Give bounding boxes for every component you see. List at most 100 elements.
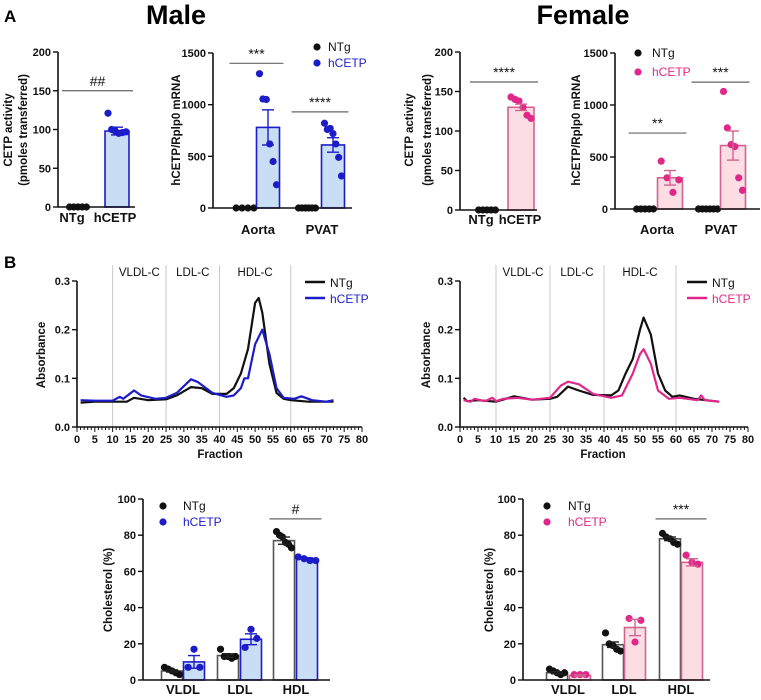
- error-bar: [664, 536, 676, 542]
- bar-hCETP: [507, 106, 535, 211]
- y-tick-label: 20: [124, 639, 136, 651]
- y-tick-label: 150: [435, 87, 453, 99]
- data-point: [601, 629, 610, 637]
- x-tick-label: NTg: [59, 210, 84, 225]
- error-bar: [686, 558, 698, 567]
- significance-label: #: [292, 501, 300, 517]
- y-tick-label: 150: [33, 86, 51, 98]
- x-tick-label: PVAT: [705, 222, 738, 237]
- legend-label: NTg: [568, 499, 591, 513]
- x-axis-label: Fraction: [580, 449, 625, 461]
- x-tick-label: 25: [544, 434, 556, 446]
- y-tick-label: 0.0: [55, 422, 70, 434]
- y-tick-label: 1000: [182, 100, 206, 112]
- legend-label: hCETP: [652, 65, 691, 79]
- x-tick-label: Aorta: [640, 222, 675, 237]
- x-tick-label: 50: [249, 434, 261, 446]
- significance-label: ***: [673, 501, 690, 517]
- data-point: [694, 560, 702, 568]
- data-point: [196, 663, 204, 671]
- y-tick-label: 0.2: [438, 325, 453, 337]
- y-tick-label: 0: [447, 205, 453, 217]
- x-tick-label: hCETP: [499, 212, 542, 227]
- y-axis-label: Cholesterol (%): [484, 548, 496, 633]
- y-axis-label: CETP activity: [404, 93, 416, 167]
- y-tick-label: 100: [498, 494, 516, 506]
- data-point: [337, 172, 346, 180]
- legend-label: hCETP: [328, 56, 367, 70]
- error-bar: [166, 669, 178, 673]
- data-point: [682, 551, 690, 559]
- data-point: [723, 124, 731, 132]
- data-point: [719, 87, 728, 96]
- x-tick-label: 75: [338, 434, 350, 446]
- y-tick-label: 0: [602, 204, 608, 216]
- y-tick-label: 100: [435, 126, 453, 138]
- y-tick-label: 1500: [182, 48, 206, 60]
- y-tick-label: 0.1: [438, 373, 453, 385]
- y-tick-label: 80: [504, 530, 516, 542]
- x-tick-label: 55: [267, 434, 279, 446]
- data-point: [312, 556, 320, 565]
- x-tick-label: 5: [475, 434, 481, 446]
- x-tick-label: 65: [688, 434, 700, 446]
- data-point: [329, 130, 337, 138]
- y-tick-label: 0.0: [438, 422, 453, 434]
- x-tick-label: 80: [356, 434, 368, 446]
- y-tick-label: 0: [45, 202, 51, 214]
- legend-marker: [634, 49, 642, 57]
- data-point: [515, 97, 523, 105]
- legend-label: NTg: [328, 40, 351, 54]
- y-axis-label: (pmoles transferred): [18, 74, 30, 186]
- male-cholesterol-chart: 0 20 40 60 80 100 VLDL LDL HDL Cholesterol (%) # NT…: [103, 494, 330, 697]
- y-tick-label: 40: [504, 603, 516, 615]
- error-bar: [301, 557, 313, 561]
- error-bar: [574, 674, 586, 677]
- region-label: LDL-C: [176, 267, 209, 279]
- error-bar: [262, 109, 274, 146]
- data-point: [231, 652, 240, 661]
- significance-label: **: [652, 115, 663, 131]
- x-tick-label: 35: [196, 434, 208, 446]
- data-point: [669, 188, 677, 196]
- x-tick-label: 50: [634, 434, 646, 446]
- data-point: [269, 157, 277, 166]
- y-tick-label: 0: [510, 675, 516, 687]
- legend-label: NTg: [183, 499, 206, 513]
- legend-label: hCETP: [183, 515, 222, 529]
- error-bar: [245, 633, 257, 646]
- y-axis-label: (pmoles transferred): [422, 74, 434, 186]
- data-point: [175, 670, 184, 679]
- bar-NTg: [658, 538, 682, 681]
- data-point: [255, 70, 264, 78]
- data-point: [616, 647, 625, 655]
- male-fplc-chart: VLDL-C LDL-C HDL-C NTg hCETP 0 5 10 15 20 25 30 35 40…: [36, 265, 369, 461]
- female-cholesterol-chart: 0 20 40 60 80 100 VLDL LDL HDL Cholesterol (%) ***…: [484, 494, 710, 697]
- x-tick-label: PVAT: [306, 222, 339, 237]
- y-axis-label: Absorbance: [421, 322, 433, 388]
- data-point: [306, 556, 314, 565]
- legend-marker: [543, 502, 551, 510]
- legend-marker: [159, 502, 167, 510]
- y-tick-label: 80: [124, 530, 136, 542]
- y-axis-label: Cholesterol (%): [103, 548, 115, 633]
- data-point: [300, 555, 308, 563]
- data-point: [190, 645, 198, 653]
- y-tick-label: 0.3: [55, 276, 70, 288]
- x-tick-label: 15: [508, 434, 520, 446]
- error-bar: [188, 654, 200, 669]
- data-point: [735, 174, 743, 182]
- x-tick-label: 60: [670, 434, 682, 446]
- y-tick-label: 100: [118, 494, 136, 506]
- legend-marker: [634, 68, 642, 76]
- x-tick-label: 75: [724, 434, 736, 446]
- data-point: [247, 625, 255, 633]
- x-tick-label: 0: [457, 434, 463, 446]
- y-tick-label: 0: [200, 203, 206, 215]
- x-tick-label: hCETP: [94, 210, 137, 225]
- y-tick-label: 1000: [584, 100, 608, 112]
- data-point: [104, 109, 112, 117]
- x-tick-label: 65: [302, 434, 314, 446]
- x-tick-label: Aorta: [241, 222, 276, 237]
- x-tick-label: 35: [580, 434, 592, 446]
